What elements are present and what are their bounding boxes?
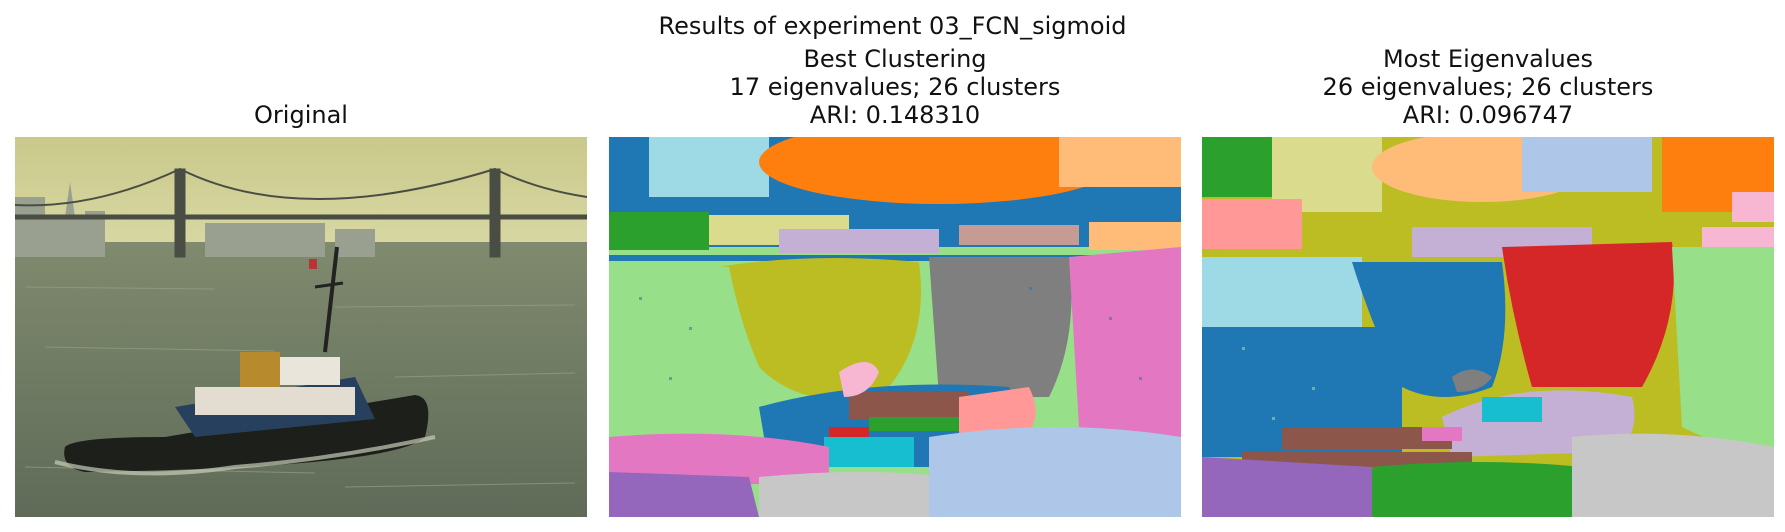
most-eigenvalues-segmentation xyxy=(1202,137,1774,517)
best-clustering-title-line-3: ARI: 0.148310 xyxy=(809,101,981,129)
figure-suptitle: Results of experiment 03_FCN_sigmoid xyxy=(658,12,1127,40)
best-clustering-segmentation xyxy=(609,137,1181,517)
best-clustering-image xyxy=(609,137,1181,517)
original-image xyxy=(15,137,587,517)
original-title-line: Original xyxy=(254,101,348,129)
original-photo xyxy=(15,137,587,517)
most-eigenvalues-title-line-2: 26 eigenvalues; 26 clusters xyxy=(1322,73,1654,101)
most-eigenvalues-title-line-3: ARI: 0.096747 xyxy=(1402,101,1574,129)
most-eigenvalues-panel-title: Most Eigenvalues 26 eigenvalues; 26 clus… xyxy=(1202,45,1774,129)
most-eigenvalues-title-line-1: Most Eigenvalues xyxy=(1382,45,1594,73)
most-eigenvalues-image xyxy=(1202,137,1774,517)
best-clustering-title-line-2: 17 eigenvalues; 26 clusters xyxy=(729,73,1061,101)
original-panel-title: Original xyxy=(15,101,587,129)
best-clustering-panel-title: Best Clustering 17 eigenvalues; 26 clust… xyxy=(609,45,1181,129)
tugboat xyxy=(64,246,429,472)
best-clustering-title-line-1: Best Clustering xyxy=(803,45,987,73)
